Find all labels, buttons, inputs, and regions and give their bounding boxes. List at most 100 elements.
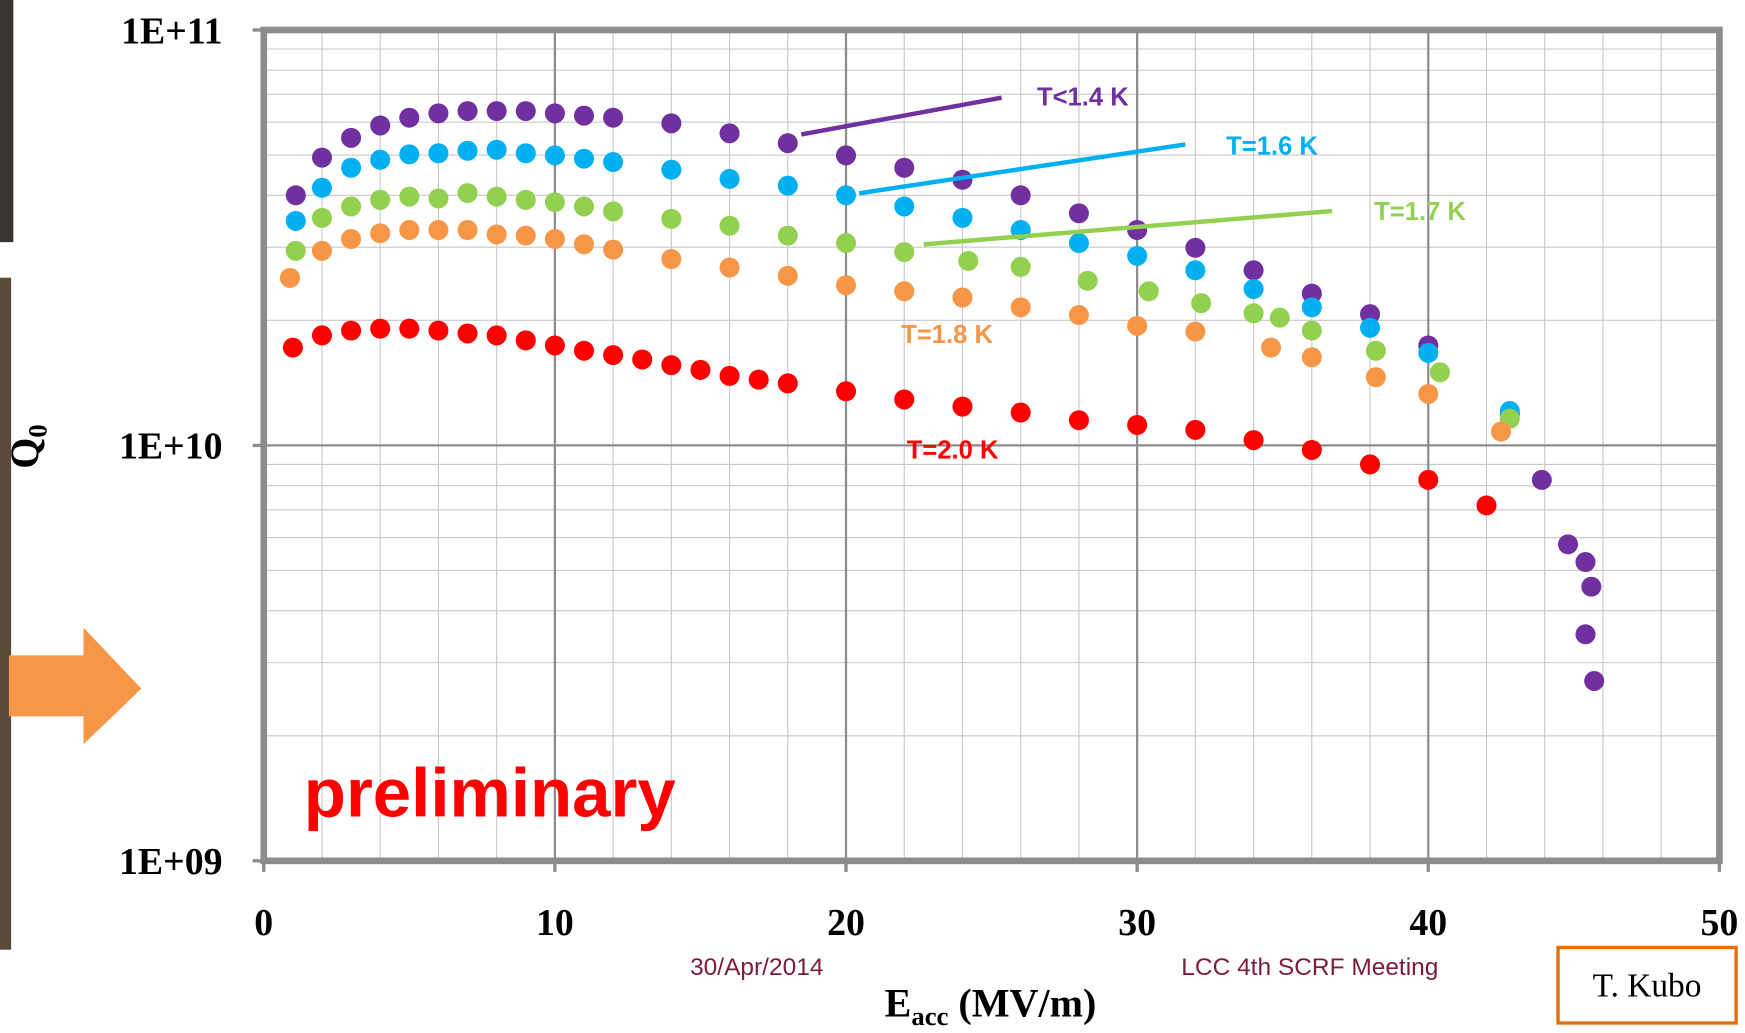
- data-point: [632, 349, 653, 370]
- data-point: [952, 287, 973, 308]
- photo-strip: [0, 277, 12, 950]
- data-point: [777, 265, 798, 286]
- series-label: T=1.7 K: [1374, 198, 1466, 226]
- data-point: [399, 220, 420, 241]
- data-point: [544, 228, 565, 249]
- data-point: [341, 228, 362, 249]
- data-point: [1429, 362, 1450, 383]
- y-axis-label: Q0: [2, 424, 53, 468]
- data-point: [1185, 237, 1206, 258]
- data-point: [1301, 439, 1322, 460]
- data-point: [486, 139, 507, 160]
- data-point: [894, 242, 915, 263]
- leader-line: [800, 95, 1002, 137]
- y-tick-label: 1E+10: [119, 426, 223, 468]
- data-point: [1581, 576, 1602, 597]
- data-point: [573, 105, 595, 126]
- data-point: [1010, 297, 1031, 318]
- x-tick-label: 0: [254, 902, 273, 944]
- data-point: [958, 250, 979, 271]
- data-point: [894, 196, 915, 217]
- data-point: [835, 145, 857, 166]
- data-point: [573, 340, 595, 361]
- data-point: [1575, 624, 1596, 645]
- data-point: [661, 208, 682, 229]
- author: T. Kubo: [1593, 967, 1702, 1004]
- data-point: [603, 239, 624, 260]
- data-point: [1185, 321, 1206, 342]
- data-point: [894, 281, 915, 302]
- data-point: [311, 147, 332, 168]
- data-point: [1301, 283, 1322, 304]
- data-point: [515, 189, 536, 210]
- data-point: [544, 103, 565, 124]
- data-point: [1491, 421, 1512, 442]
- x-label-rest: (MV/m): [948, 980, 1096, 1025]
- data-point: [894, 157, 915, 178]
- data-point: [544, 192, 565, 213]
- data-point: [285, 210, 306, 231]
- data-point: [835, 185, 857, 206]
- data-point: [399, 186, 420, 207]
- x-tick-label: 20: [827, 902, 865, 944]
- data-point: [341, 196, 362, 217]
- data-point: [748, 369, 769, 390]
- data-point: [399, 144, 420, 165]
- data-point: [457, 323, 478, 344]
- footer-meeting: LCC 4th SCRF Meeting: [1181, 954, 1438, 981]
- data-point: [1127, 315, 1148, 336]
- data-point: [690, 359, 711, 380]
- data-point: [835, 381, 857, 402]
- x-tick-label: 10: [536, 902, 574, 944]
- data-point: [1191, 293, 1212, 314]
- data-point: [719, 257, 740, 278]
- data-point: [1301, 297, 1322, 318]
- footer-date: 30/Apr/2014: [690, 954, 823, 981]
- data-point: [1243, 278, 1264, 299]
- data-point: [1531, 469, 1552, 490]
- data-point: [1418, 342, 1439, 363]
- data-point: [1010, 256, 1031, 277]
- marks: T<1.4 K T=1.6 K T=1.7 K T=1.8 K T=2.0 K: [279, 84, 1605, 691]
- data-point: [486, 186, 507, 207]
- data-point: [285, 185, 306, 206]
- data-point: [428, 320, 449, 341]
- data-point: [1360, 454, 1381, 475]
- data-point: [370, 223, 391, 244]
- data-point: [835, 233, 857, 254]
- data-point: [457, 220, 478, 241]
- data-point: [370, 149, 391, 170]
- data-point: [282, 337, 303, 358]
- data-point: [1243, 430, 1264, 451]
- data-point: [428, 143, 449, 164]
- data-point: [428, 188, 449, 209]
- data-point: [311, 207, 332, 228]
- data-point: [1575, 552, 1596, 573]
- data-point: [1269, 307, 1290, 328]
- data-point: [311, 240, 332, 261]
- arrow: [8, 627, 142, 745]
- data-point: [457, 140, 478, 161]
- data-point: [457, 183, 478, 204]
- data-point: [1584, 670, 1605, 691]
- data-point: [1360, 317, 1381, 338]
- data-point: [399, 318, 420, 339]
- data-point: [777, 133, 798, 154]
- data-point: [573, 148, 595, 169]
- y-label-main: Q: [2, 438, 47, 469]
- data-point: [1418, 469, 1439, 490]
- x-axis-label: Eacc (MV/m): [885, 980, 1097, 1031]
- data-point: [777, 373, 798, 394]
- data-point: [515, 330, 536, 351]
- data-point: [1010, 185, 1031, 206]
- data-point: [1301, 320, 1322, 341]
- x-tick-label: 30: [1118, 902, 1156, 944]
- data-point: [311, 177, 332, 198]
- data-point: [370, 318, 391, 339]
- series-label: T<1.4 K: [1037, 84, 1129, 112]
- data-point: [370, 189, 391, 210]
- data-point: [285, 240, 306, 261]
- data-point: [515, 143, 536, 164]
- data-point: [1077, 270, 1098, 291]
